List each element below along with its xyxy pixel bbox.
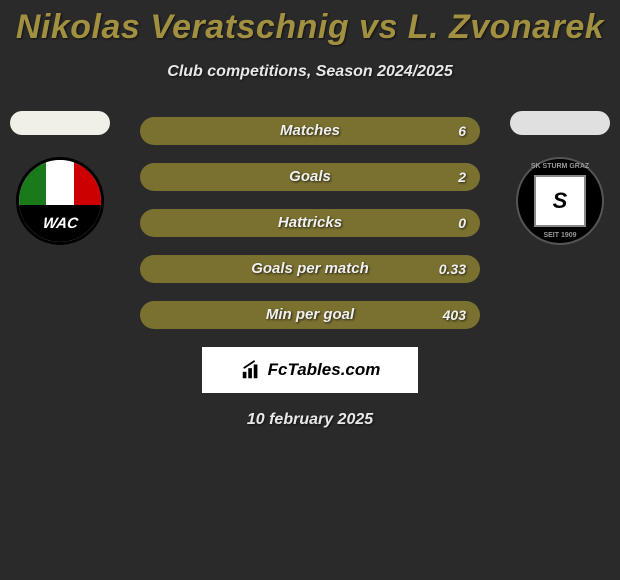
stat-label: Matches [140,117,480,145]
stat-row-hattricks: Hattricks 0 [140,209,480,237]
stat-row-goals-per-match: Goals per match 0.33 [140,255,480,283]
date-text: 10 february 2025 [0,411,620,429]
right-player-column: SK STURM GRAZ S SEIT 1909 [505,111,615,245]
left-player-pill [10,111,110,135]
stat-row-matches: Matches 6 [140,117,480,145]
stat-row-min-per-goal: Min per goal 403 [140,301,480,329]
right-player-pill [510,111,610,135]
brand-text: FcTables.com [268,360,381,380]
subtitle: Club competitions, Season 2024/2025 [0,63,620,81]
stat-label: Hattricks [140,209,480,237]
stat-row-goals: Goals 2 [140,163,480,191]
stat-right-value: 0 [458,209,466,237]
right-club-short: S [534,175,586,227]
chart-icon [240,359,262,381]
stat-label: Min per goal [140,301,480,329]
stats-bars: Matches 6 Goals 2 Hattricks 0 Goals per … [140,111,480,329]
right-club-badge: SK STURM GRAZ S SEIT 1909 [510,157,610,245]
left-player-column: WAC [5,111,115,245]
left-club-short: WAC [41,215,78,232]
stat-right-value: 6 [458,117,466,145]
brand-box: FcTables.com [202,347,418,393]
stat-label: Goals [140,163,480,191]
page-title: Nikolas Veratschnig vs L. Zvonarek [0,0,620,47]
stat-right-value: 403 [443,301,466,329]
left-club-badge: WAC [10,157,110,245]
stat-label: Goals per match [140,255,480,283]
stat-right-value: 0.33 [439,255,466,283]
right-club-ring: SK STURM GRAZ [531,163,589,170]
right-club-year: SEIT 1909 [543,232,576,239]
comparison-content: WAC SK STURM GRAZ S SEIT 1909 Matches 6 … [0,111,620,429]
stat-right-value: 2 [458,163,466,191]
